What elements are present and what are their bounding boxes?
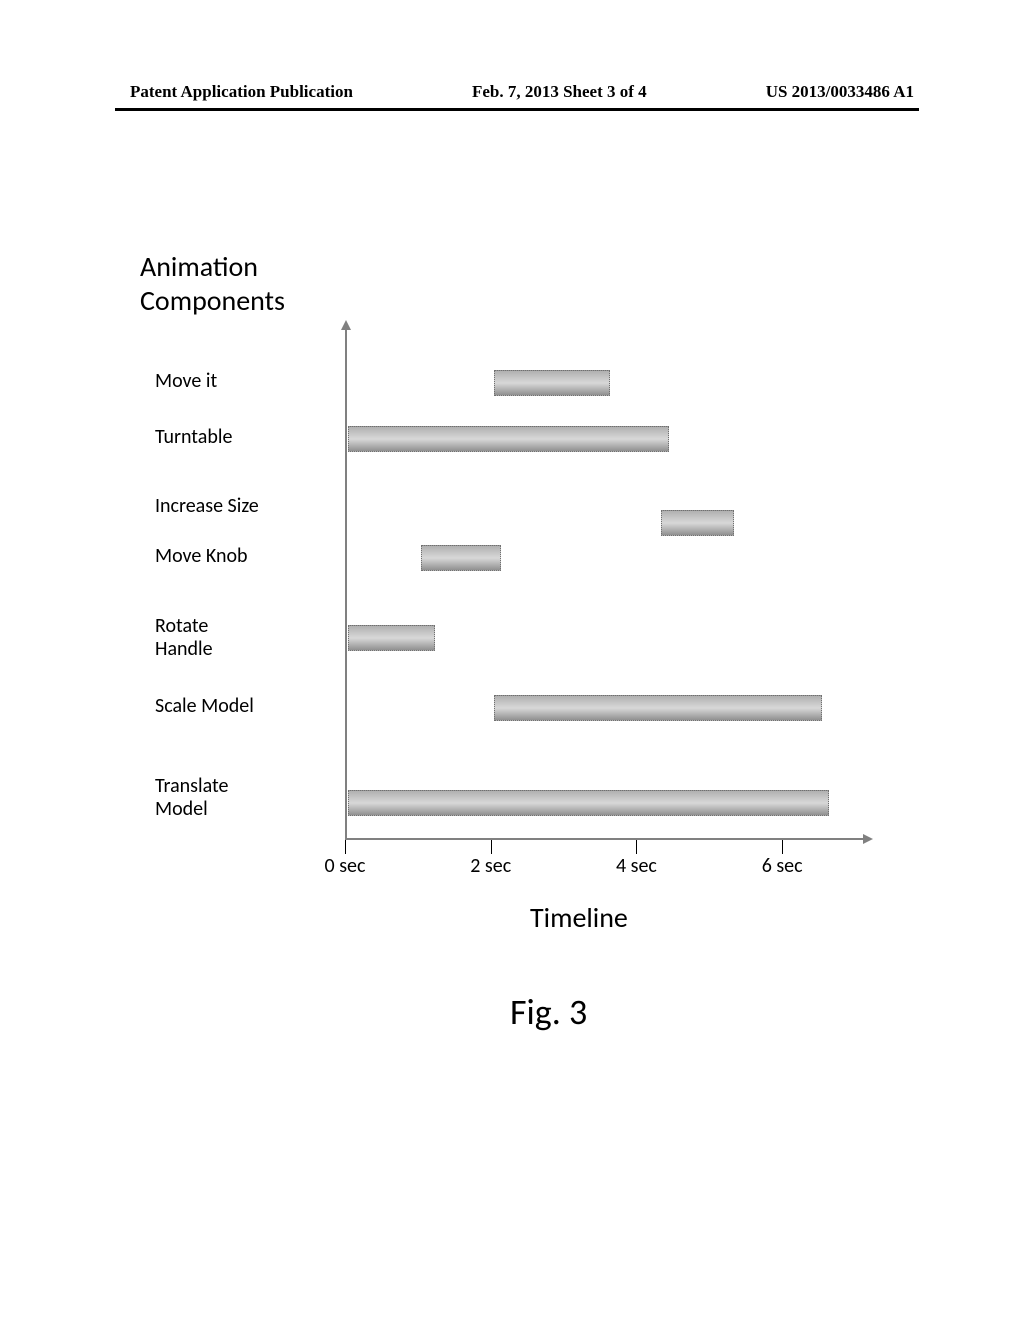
gantt-bar (494, 695, 822, 721)
gantt-bar (348, 625, 435, 651)
category-label: Translate Model (155, 775, 228, 821)
y-axis-title: Animation Components (140, 250, 285, 317)
x-tick (782, 840, 783, 854)
x-tick (345, 840, 346, 854)
gantt-bar (494, 370, 611, 396)
category-label: Scale Model (155, 695, 254, 718)
header-left: Patent Application Publication (130, 82, 353, 102)
header-rule (115, 108, 919, 111)
y-axis-title-line1: Animation (140, 250, 285, 284)
gantt-chart: Animation Components Move itTurntableInc… (150, 270, 870, 970)
x-axis-title: Timeline (530, 900, 628, 935)
gantt-bar (421, 545, 501, 571)
gantt-bar (661, 510, 734, 536)
header-right: US 2013/0033486 A1 (766, 82, 914, 102)
gantt-bar (348, 426, 669, 452)
x-tick-label: 6 sec (762, 854, 803, 878)
x-tick (636, 840, 637, 854)
page-header: Patent Application Publication Feb. 7, 2… (0, 82, 1024, 102)
figure-label: Fig. 3 (510, 990, 587, 1034)
x-tick-label: 0 sec (325, 854, 366, 878)
category-label: Increase Size (155, 495, 259, 518)
category-label: Rotate Handle (155, 615, 213, 661)
y-axis-arrow-icon (341, 320, 351, 330)
x-tick (491, 840, 492, 854)
y-axis-line (345, 325, 347, 840)
header-center: Feb. 7, 2013 Sheet 3 of 4 (472, 82, 647, 102)
gantt-bar (348, 790, 829, 816)
chart-plot-area: Move itTurntableIncrease SizeMove KnobRo… (345, 340, 855, 840)
x-axis-line (345, 838, 865, 840)
x-tick-label: 2 sec (470, 854, 511, 878)
category-label: Turntable (155, 426, 232, 449)
y-axis-title-line2: Components (140, 284, 285, 318)
category-label: Move Knob (155, 545, 248, 568)
x-tick-label: 4 sec (616, 854, 657, 878)
category-label: Move it (155, 370, 217, 393)
x-axis-arrow-icon (863, 834, 873, 844)
